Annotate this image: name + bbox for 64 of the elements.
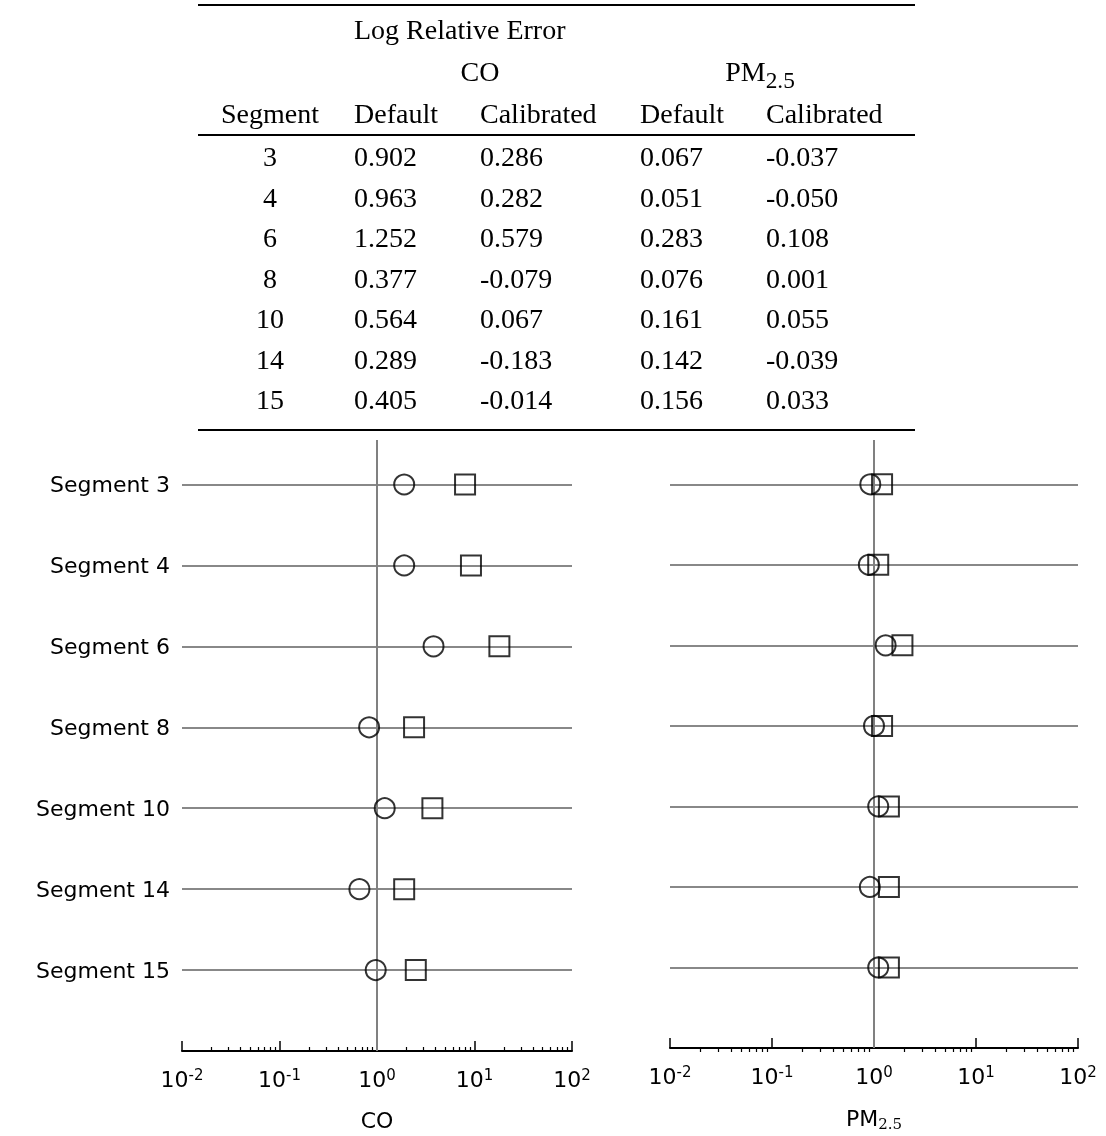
text: 3 (263, 141, 277, 172)
text: 0.282 (480, 181, 543, 213)
text: 0.051 (640, 181, 703, 213)
text: 0.377 (354, 262, 417, 294)
point (877, 956, 900, 979)
y-tick-label: Segment 3 (50, 472, 170, 498)
point (877, 875, 900, 898)
text: Calibrated (480, 98, 597, 130)
point (867, 956, 890, 979)
point (867, 553, 890, 576)
text: 0.108 (766, 222, 829, 253)
text: 15 (256, 384, 284, 415)
text: -0.039 (766, 343, 839, 375)
point (874, 634, 897, 657)
text: 0.289 (354, 343, 417, 375)
text: 6 (263, 222, 277, 253)
text: 4 (263, 181, 277, 213)
text: 0.067 (480, 303, 543, 334)
y-tick-label: Segment 4 (50, 552, 170, 578)
point (859, 473, 882, 496)
text: 0.142 (640, 343, 703, 375)
text: Default (640, 98, 724, 130)
text: 0.033 (766, 384, 829, 415)
point (863, 714, 885, 737)
text: 10 (256, 303, 284, 334)
point (858, 875, 881, 898)
text: -0.079 (480, 262, 553, 294)
text: Calibrated (766, 98, 883, 130)
text: Segment (221, 98, 319, 129)
text: CO (459, 56, 501, 88)
text: 0.067 (640, 141, 703, 172)
point (871, 473, 894, 496)
text: 0.902 (354, 141, 417, 172)
point (857, 553, 880, 576)
text: 14 (256, 343, 284, 375)
y-tick-label: Segment 8 (50, 714, 170, 740)
text: 0.076 (640, 262, 703, 294)
text: -0.014 (480, 384, 553, 415)
text: Log Relative Error (354, 14, 566, 46)
text: -0.183 (480, 343, 553, 375)
y-tick-label: Segment 15 (36, 957, 170, 983)
text: 0.963 (354, 181, 417, 213)
text: 0.579 (480, 222, 543, 253)
point (871, 714, 894, 737)
text: 0.283 (640, 222, 703, 253)
y-tick-label: Segment 6 (50, 633, 170, 659)
text: 0.161 (640, 303, 703, 334)
x-axis-title: CO (360, 1107, 394, 1133)
text: 0.055 (766, 303, 829, 334)
text: -0.050 (766, 181, 839, 213)
text: 8 (263, 262, 277, 294)
text: 0.564 (354, 303, 417, 334)
text: -0.037 (766, 141, 839, 172)
text: 0.286 (480, 141, 543, 172)
y-tick-label: Segment 10 (36, 795, 170, 821)
text: 0.156 (640, 384, 703, 415)
point (877, 795, 900, 818)
y-tick-label: Segment 14 (36, 876, 170, 902)
text: 1.252 (354, 222, 417, 253)
point (867, 795, 890, 818)
text: Default (354, 98, 438, 130)
text: PM$_{2.5}$ (724, 56, 796, 95)
text: 0.405 (354, 384, 417, 415)
text: 0.001 (766, 262, 829, 294)
